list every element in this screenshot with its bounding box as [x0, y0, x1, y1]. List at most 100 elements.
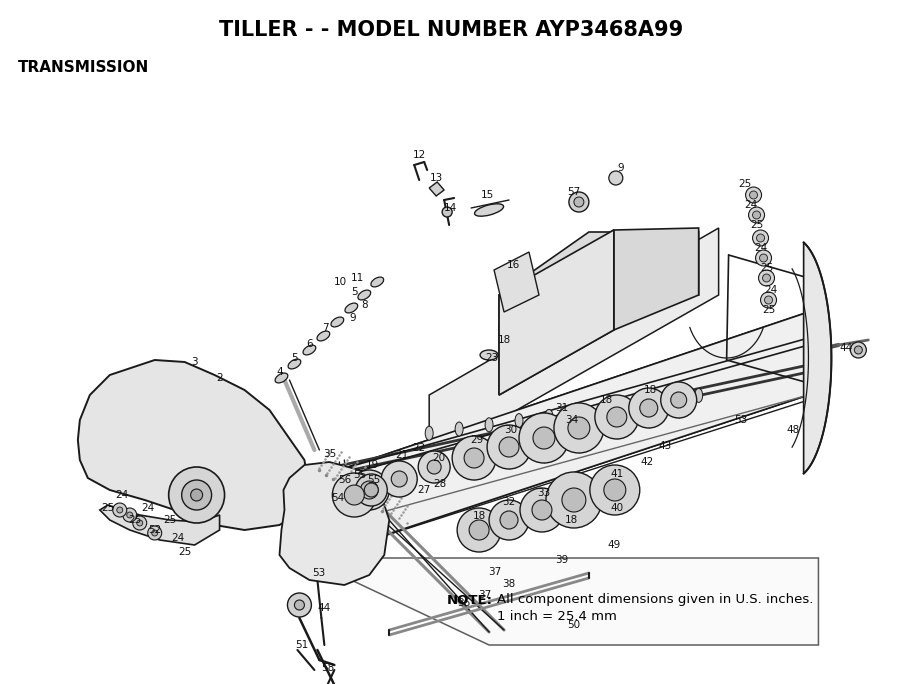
Text: 25: 25: [761, 305, 774, 315]
Text: 25: 25: [759, 263, 772, 273]
Text: 32: 32: [502, 497, 515, 507]
Text: 24: 24: [753, 243, 767, 253]
Text: 12: 12: [412, 150, 425, 160]
Polygon shape: [429, 228, 718, 460]
Text: 16: 16: [506, 260, 519, 270]
Ellipse shape: [545, 410, 553, 423]
Text: 48: 48: [786, 425, 799, 435]
Circle shape: [749, 191, 757, 199]
Polygon shape: [803, 242, 831, 473]
Text: NOTE:: NOTE:: [447, 594, 493, 607]
Polygon shape: [309, 312, 807, 560]
Text: 43: 43: [657, 441, 671, 451]
Circle shape: [147, 526, 162, 540]
Circle shape: [136, 520, 143, 526]
Ellipse shape: [358, 290, 370, 300]
Text: 36: 36: [457, 598, 470, 608]
Text: 37: 37: [478, 590, 491, 600]
Circle shape: [364, 483, 377, 497]
Circle shape: [764, 296, 772, 304]
Polygon shape: [498, 230, 613, 395]
Circle shape: [418, 451, 450, 483]
Text: 44: 44: [317, 603, 330, 613]
Text: 24: 24: [171, 533, 184, 543]
Polygon shape: [807, 312, 817, 408]
Text: 14: 14: [443, 203, 456, 213]
Polygon shape: [309, 312, 807, 560]
Text: 31: 31: [554, 403, 568, 413]
Text: 20: 20: [433, 453, 445, 463]
Circle shape: [123, 508, 136, 522]
Circle shape: [182, 480, 211, 510]
Circle shape: [567, 417, 590, 439]
Ellipse shape: [330, 317, 343, 327]
Ellipse shape: [515, 414, 523, 428]
Circle shape: [152, 530, 157, 536]
Text: 25: 25: [749, 220, 762, 230]
Polygon shape: [279, 462, 389, 585]
Circle shape: [545, 472, 601, 528]
Circle shape: [116, 507, 123, 513]
Text: 9: 9: [617, 163, 623, 173]
Text: 18: 18: [600, 395, 613, 405]
Circle shape: [452, 436, 496, 480]
Text: All component dimensions given in U.S. inches.: All component dimensions given in U.S. i…: [497, 594, 813, 607]
Circle shape: [670, 392, 686, 408]
Circle shape: [594, 395, 638, 439]
Text: 1 inch = 25.4 mm: 1 inch = 25.4 mm: [497, 611, 616, 624]
Text: 18: 18: [472, 511, 485, 521]
Text: 35: 35: [322, 449, 336, 459]
Circle shape: [498, 437, 518, 457]
Polygon shape: [99, 505, 219, 545]
Text: 25: 25: [178, 547, 191, 557]
Text: 53: 53: [733, 415, 747, 425]
Text: 18: 18: [497, 335, 510, 345]
Text: 10: 10: [333, 277, 347, 287]
Text: 25: 25: [101, 503, 115, 513]
Circle shape: [573, 197, 583, 207]
Circle shape: [391, 471, 406, 487]
Circle shape: [381, 461, 417, 497]
Text: 42: 42: [639, 457, 653, 467]
Text: 24: 24: [743, 200, 757, 210]
Circle shape: [518, 413, 568, 463]
Polygon shape: [494, 252, 538, 312]
Ellipse shape: [574, 405, 582, 419]
Circle shape: [853, 346, 861, 354]
Circle shape: [751, 230, 768, 246]
Circle shape: [457, 508, 500, 552]
Ellipse shape: [694, 389, 702, 402]
Circle shape: [590, 465, 639, 515]
Circle shape: [606, 407, 626, 427]
Text: 24: 24: [141, 503, 154, 513]
Polygon shape: [498, 232, 698, 295]
Ellipse shape: [424, 426, 433, 440]
Text: TILLER - - MODEL NUMBER AYP3468A99: TILLER - - MODEL NUMBER AYP3468A99: [219, 20, 683, 40]
Ellipse shape: [474, 204, 503, 216]
Ellipse shape: [604, 401, 612, 415]
Circle shape: [568, 192, 588, 212]
Text: 37: 37: [488, 567, 501, 577]
Circle shape: [349, 470, 389, 510]
Circle shape: [427, 460, 441, 474]
Circle shape: [850, 342, 865, 358]
Circle shape: [533, 427, 554, 449]
Text: 18: 18: [644, 385, 656, 395]
Text: 6: 6: [306, 339, 312, 349]
Text: 33: 33: [536, 488, 550, 498]
Circle shape: [759, 254, 767, 262]
Ellipse shape: [664, 393, 672, 406]
Circle shape: [499, 511, 517, 529]
Text: 57: 57: [567, 187, 580, 197]
Circle shape: [755, 250, 770, 266]
Text: 27: 27: [417, 485, 431, 495]
Circle shape: [759, 292, 776, 308]
Ellipse shape: [303, 345, 315, 355]
Polygon shape: [498, 230, 613, 395]
Text: 55: 55: [352, 470, 366, 480]
Circle shape: [628, 388, 668, 428]
Circle shape: [126, 512, 133, 518]
Circle shape: [758, 270, 774, 286]
Text: 25: 25: [163, 515, 176, 525]
Circle shape: [360, 481, 377, 499]
